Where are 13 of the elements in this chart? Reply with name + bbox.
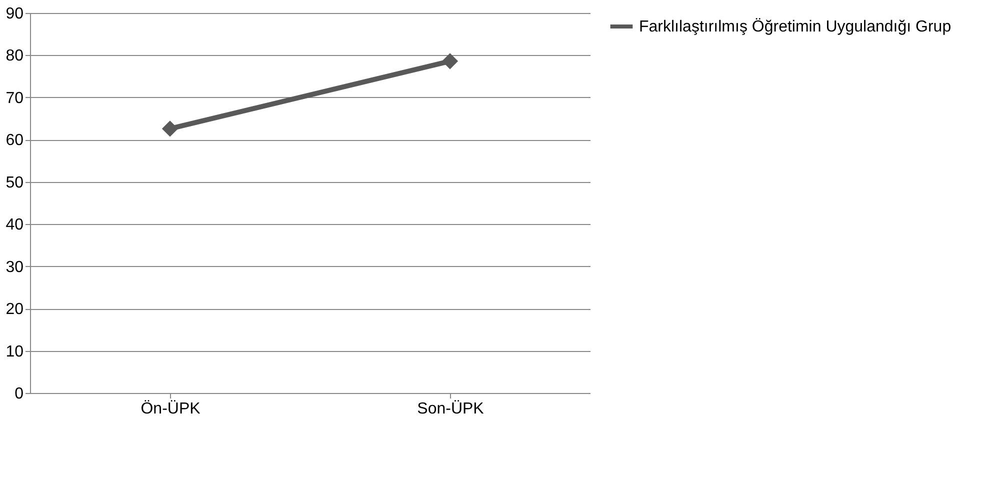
x-tick-label: Son-ÜPK [417,400,484,418]
y-tick-label: 40 [6,216,24,234]
y-tick-label: 50 [6,174,24,192]
y-tick-label: 90 [6,6,24,22]
legend-label: Farklılaştırılmış Öğretimin Uygulandığı Grup [639,18,952,36]
y-tick-label: 10 [6,343,24,360]
y-tick-label: 80 [6,48,24,65]
y-tick-label: 60 [6,132,24,150]
y-tick-label: 0 [14,386,24,402]
x-tick-label: Ön-ÜPK [140,400,201,418]
y-tick-label: 70 [6,90,24,107]
y-tick-label: 30 [6,258,24,276]
y-tick-label: 20 [6,301,24,318]
